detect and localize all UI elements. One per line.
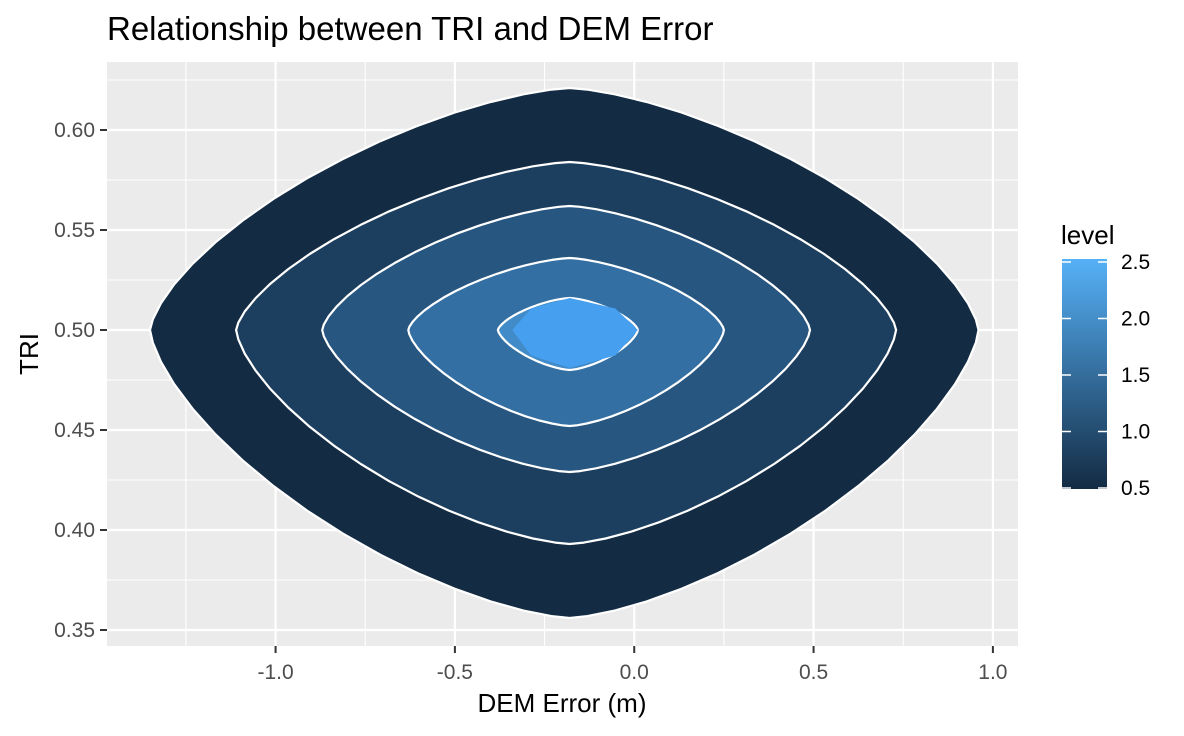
legend-ticks: 0.5 1.0 1.5 2.0 2.5 bbox=[1062, 251, 1150, 500]
x-axis-title: DEM Error (m) bbox=[478, 688, 647, 718]
y-tick-label: 0.50 bbox=[54, 319, 95, 342]
legend-title: level bbox=[1061, 220, 1114, 250]
chart-title: Relationship between TRI and DEM Error bbox=[107, 10, 714, 47]
x-tick-label: -0.5 bbox=[437, 661, 473, 684]
y-axis-title: TRI bbox=[14, 333, 44, 375]
y-tick-label: 0.55 bbox=[54, 219, 95, 242]
legend: level 0.5 1.0 1.5 2.0 2.5 bbox=[1061, 220, 1150, 500]
legend-tick-label: 1.0 bbox=[1121, 421, 1150, 444]
y-tick-label: 0.40 bbox=[54, 519, 95, 542]
y-tick-label: 0.45 bbox=[54, 419, 95, 442]
legend-colorbar bbox=[1062, 259, 1107, 489]
y-tick-label: 0.35 bbox=[54, 619, 95, 642]
legend-tick-label: 1.5 bbox=[1121, 364, 1150, 387]
x-tick-label: 0.0 bbox=[620, 661, 649, 684]
y-tick-label: 0.60 bbox=[54, 119, 95, 142]
x-axis: -1.0 -0.5 0.0 0.5 1.0 bbox=[257, 646, 1007, 684]
legend-tick-label: 2.5 bbox=[1121, 251, 1150, 274]
x-tick-label: -1.0 bbox=[257, 661, 293, 684]
legend-tick-label: 0.5 bbox=[1121, 477, 1150, 500]
x-tick-label: 1.0 bbox=[978, 661, 1007, 684]
x-tick-label: 0.5 bbox=[799, 661, 828, 684]
contour-band-level-3 bbox=[512, 298, 638, 368]
legend-tick-label: 2.0 bbox=[1121, 308, 1150, 331]
contour-bands bbox=[148, 86, 980, 620]
y-axis: 0.35 0.40 0.45 0.50 0.55 0.60 bbox=[54, 119, 107, 642]
